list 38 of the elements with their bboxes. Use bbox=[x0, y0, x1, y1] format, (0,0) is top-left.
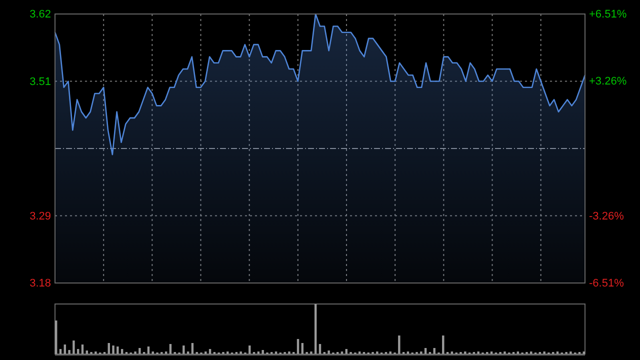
bar bbox=[76, 349, 80, 354]
bar bbox=[301, 343, 304, 354]
bar bbox=[345, 349, 348, 354]
bar bbox=[328, 350, 330, 354]
bar bbox=[68, 350, 70, 354]
bar bbox=[55, 320, 58, 354]
bar bbox=[182, 346, 185, 354]
y2-tick-label: +3.26% bbox=[589, 76, 627, 88]
y2-tick-label: -6.51% bbox=[589, 278, 624, 290]
y-tick-label: 3.51 bbox=[30, 76, 51, 88]
bar bbox=[59, 349, 62, 354]
bar bbox=[108, 343, 110, 354]
bar bbox=[318, 344, 322, 354]
bar bbox=[116, 346, 119, 354]
bar bbox=[398, 336, 400, 354]
y-tick-label: 3.29 bbox=[30, 210, 51, 222]
y2-tick-label: -3.26% bbox=[589, 210, 624, 222]
bar bbox=[120, 349, 124, 354]
bar bbox=[296, 339, 300, 354]
bar bbox=[86, 350, 88, 354]
y2-tick-label: +6.51% bbox=[589, 8, 627, 21]
bar bbox=[147, 346, 150, 354]
bar bbox=[191, 343, 194, 354]
bar bbox=[208, 349, 212, 354]
bar bbox=[262, 350, 264, 354]
y-tick-label: 3.62 bbox=[30, 8, 51, 21]
bar bbox=[64, 344, 66, 354]
bar bbox=[72, 340, 75, 354]
y-tick-label: 3.18 bbox=[30, 278, 51, 290]
bar bbox=[138, 348, 141, 354]
bar bbox=[442, 336, 444, 354]
bar bbox=[248, 346, 251, 354]
bar bbox=[81, 344, 84, 354]
bar bbox=[424, 348, 427, 354]
bar bbox=[314, 304, 317, 354]
bar bbox=[433, 348, 436, 354]
bar bbox=[112, 346, 114, 354]
bar bbox=[169, 344, 172, 354]
